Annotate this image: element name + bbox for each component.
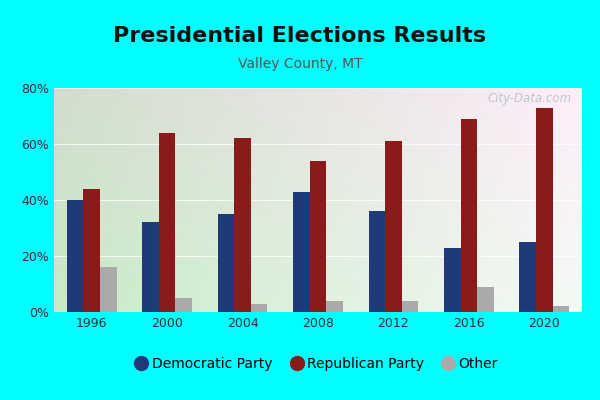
Bar [159, 133, 175, 312]
Bar [100, 267, 116, 312]
Bar [385, 141, 402, 312]
Text: Valley County, MT: Valley County, MT [238, 57, 362, 71]
Bar [368, 211, 385, 312]
Text: Presidential Elections Results: Presidential Elections Results [113, 26, 487, 46]
Bar [444, 248, 461, 312]
Bar [175, 298, 192, 312]
Bar [142, 222, 159, 312]
Bar [520, 242, 536, 312]
Bar [218, 214, 234, 312]
Text: City-Data.com: City-Data.com [487, 92, 571, 106]
Bar [402, 301, 418, 312]
Bar [251, 304, 268, 312]
Bar [67, 200, 83, 312]
Legend: Democratic Party, Republican Party, Other: Democratic Party, Republican Party, Othe… [133, 352, 503, 377]
Bar [83, 189, 100, 312]
Bar [310, 161, 326, 312]
Bar [553, 306, 569, 312]
Bar [234, 138, 251, 312]
Bar [477, 287, 494, 312]
Bar [461, 119, 477, 312]
Bar [536, 108, 553, 312]
Bar [326, 301, 343, 312]
Bar [293, 192, 310, 312]
